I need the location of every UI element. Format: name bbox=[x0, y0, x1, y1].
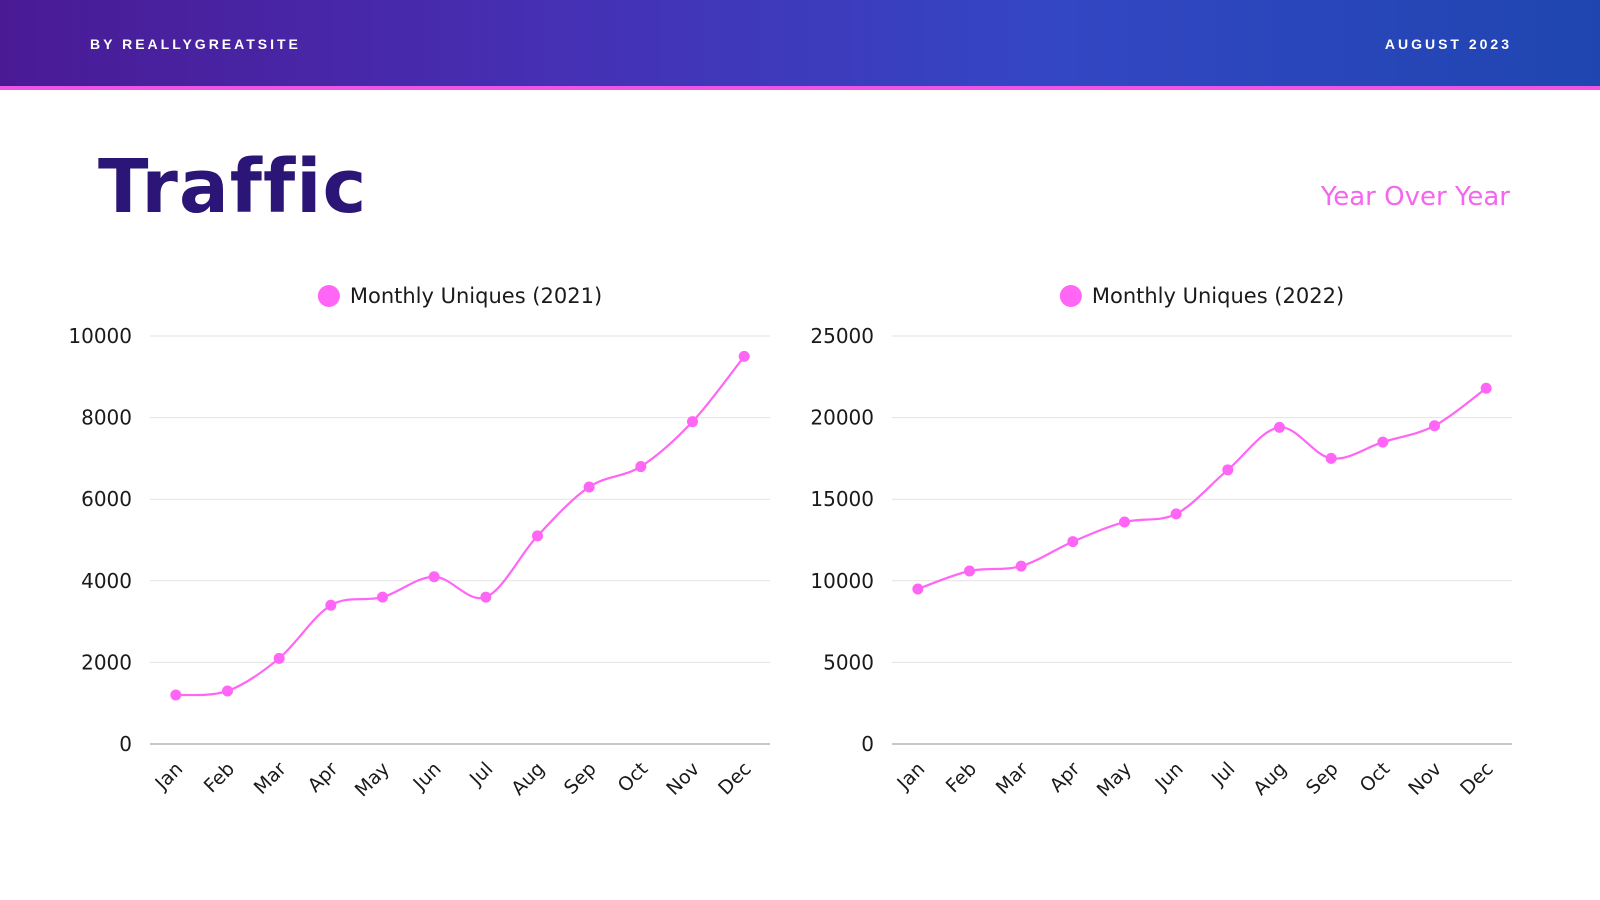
x-tick-label: Feb bbox=[200, 758, 239, 797]
data-point bbox=[583, 481, 595, 493]
legend-marker bbox=[317, 285, 340, 307]
x-tick-label: Jun bbox=[1150, 758, 1187, 795]
x-tick-label: Mar bbox=[250, 758, 291, 799]
x-tick-label: Sep bbox=[1302, 758, 1343, 799]
y-tick-label: 0 bbox=[861, 732, 874, 756]
y-tick-label: 2000 bbox=[81, 650, 132, 674]
data-point bbox=[1325, 452, 1337, 464]
page-title: Traffic bbox=[98, 144, 368, 230]
y-tick-label: 5000 bbox=[823, 650, 874, 674]
x-tick-label: Nov bbox=[1404, 758, 1446, 800]
data-point bbox=[1377, 436, 1389, 448]
legend-label: Monthly Uniques (2021) bbox=[350, 284, 602, 308]
data-point bbox=[532, 530, 543, 542]
x-tick-label: Jan bbox=[892, 758, 929, 795]
x-tick-label: Jul bbox=[1207, 758, 1239, 790]
data-point bbox=[964, 565, 975, 577]
x-tick-label: Dec bbox=[1456, 758, 1498, 800]
x-tick-label: May bbox=[1093, 758, 1136, 801]
data-point bbox=[1015, 560, 1027, 572]
data-point bbox=[1067, 536, 1079, 548]
y-tick-label: 10000 bbox=[68, 324, 132, 348]
y-tick-label: 10000 bbox=[810, 569, 874, 593]
x-tick-label: Jul bbox=[465, 758, 497, 790]
data-point bbox=[912, 583, 924, 595]
x-tick-label: Apr bbox=[1046, 758, 1085, 797]
x-tick-label: Jun bbox=[408, 758, 445, 795]
y-tick-label: 20000 bbox=[810, 406, 874, 430]
series-line bbox=[175, 355, 746, 697]
data-point bbox=[273, 652, 285, 664]
legend-label: Monthly Uniques (2022) bbox=[1092, 284, 1344, 308]
header-bar: BY REALLYGREATSITE AUGUST 2023 bbox=[0, 0, 1600, 86]
page-subtitle: Year Over Year bbox=[1320, 182, 1510, 212]
data-point bbox=[377, 591, 388, 603]
x-tick-label: Oct bbox=[1356, 758, 1395, 797]
data-point bbox=[1170, 508, 1182, 520]
y-tick-label: 0 bbox=[119, 732, 132, 756]
x-tick-label: Apr bbox=[304, 758, 343, 797]
data-point bbox=[170, 689, 182, 701]
byline: BY REALLYGREATSITE bbox=[90, 36, 301, 52]
x-tick-label: Oct bbox=[614, 758, 653, 797]
x-tick-label: Aug bbox=[1249, 758, 1291, 800]
legend-marker bbox=[1059, 285, 1082, 307]
x-tick-label: Dec bbox=[714, 758, 756, 800]
data-point bbox=[480, 591, 492, 603]
y-tick-label: 15000 bbox=[810, 487, 874, 511]
chart-2022: Monthly Uniques (2022) 0 5000 10000 15000 200… bbox=[782, 270, 1522, 834]
line-chart-svg: Monthly Uniques (2021) 0 2000 4000 6000 8000 1… bbox=[68, 284, 770, 801]
x-tick-label: Feb bbox=[942, 758, 981, 797]
y-tick-label: 6000 bbox=[81, 487, 132, 511]
y-tick-label: 25000 bbox=[810, 324, 874, 348]
data-point bbox=[1480, 382, 1492, 394]
report-date: AUGUST 2023 bbox=[1384, 36, 1512, 52]
data-point bbox=[1119, 516, 1130, 528]
legend: Monthly Uniques (2021) bbox=[317, 284, 602, 308]
data-point bbox=[428, 571, 440, 583]
x-tick-label: Aug bbox=[507, 758, 549, 800]
data-point bbox=[222, 685, 233, 697]
data-point bbox=[1429, 420, 1440, 432]
x-tick-label: May bbox=[351, 758, 394, 801]
data-point bbox=[635, 461, 647, 473]
chart-2021: Monthly Uniques (2021) 0 2000 4000 6000 8000 1… bbox=[40, 270, 780, 834]
data-point bbox=[1274, 421, 1285, 433]
x-tick-label: Jan bbox=[150, 758, 187, 795]
y-tick-label: 4000 bbox=[81, 569, 132, 593]
x-tick-label: Sep bbox=[560, 758, 601, 799]
data-point bbox=[325, 599, 337, 611]
x-tick-label: Nov bbox=[662, 758, 704, 800]
data-point bbox=[738, 350, 750, 362]
x-tick-label: Mar bbox=[992, 758, 1033, 799]
data-point bbox=[1222, 464, 1234, 476]
data-point bbox=[687, 416, 698, 428]
line-chart-svg: Monthly Uniques (2022) 0 5000 10000 15000 200… bbox=[810, 284, 1512, 801]
header-accent-line bbox=[0, 86, 1600, 90]
y-tick-label: 8000 bbox=[81, 406, 132, 430]
series-line bbox=[917, 387, 1487, 590]
legend: Monthly Uniques (2022) bbox=[1059, 284, 1344, 308]
